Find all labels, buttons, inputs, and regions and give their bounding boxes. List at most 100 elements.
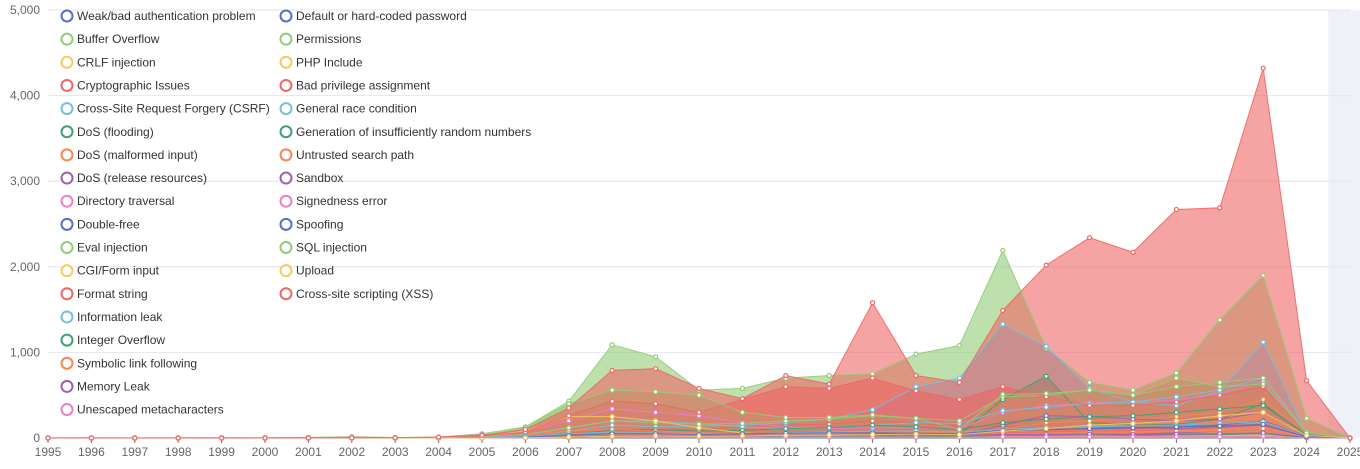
legend-item[interactable]: PHP Include [279,55,363,69]
data-point [566,418,572,424]
data-point [609,418,615,424]
legend-item[interactable]: Permissions [279,32,362,46]
legend-item[interactable]: Signedness error [279,194,388,208]
legend-circle-icon [60,171,74,185]
legend-circle-icon [279,125,293,139]
legend-circle-icon [279,171,293,185]
data-point [1217,423,1223,429]
data-point [1173,418,1180,424]
x-tick-label: 1998 [165,445,192,459]
legend-circle-icon [60,356,74,370]
legend-item[interactable]: Generation of insufficiently random numb… [279,125,532,139]
legend-circle-icon [60,287,74,301]
data-point [566,425,572,431]
data-point [609,387,615,393]
legend-item[interactable]: Memory Leak [60,379,151,393]
data-point [609,367,615,373]
data-point [1173,409,1180,415]
legend-label: Cryptographic Issues [77,78,190,92]
legend-item[interactable]: Weak/bad authentication problem [60,9,256,23]
data-point [1130,425,1136,431]
data-point [175,435,181,441]
x-tick-label: 2022 [1206,445,1233,459]
legend-circle-icon [60,264,74,278]
data-point [739,420,746,427]
legend-label: Double-free [77,217,140,231]
legend[interactable]: Weak/bad authentication problem Buffer Ov… [60,9,532,417]
legend-label: SQL injection [296,241,367,255]
x-tick-label: 2020 [1120,445,1147,459]
data-point [1000,321,1006,327]
legend-item[interactable]: Buffer Overflow [60,32,160,46]
legend-label: Untrusted search path [296,148,414,162]
legend-label: Eval injection [77,241,148,255]
legend-item[interactable]: Bad privilege assignment [279,78,431,92]
legend-item[interactable]: Cross-site scripting (XSS) [279,287,434,301]
legend-item[interactable]: Eval injection [60,241,148,255]
legend-label: Signedness error [296,194,387,208]
legend-item[interactable]: CRLF injection [60,55,156,69]
data-point [1086,387,1093,393]
legend-item[interactable]: General race condition [279,102,417,116]
x-tick-label: 2016 [946,445,973,459]
data-point [45,435,51,441]
legend-circle-icon [60,194,74,208]
legend-circle-icon [279,55,293,69]
legend-circle-icon [60,379,74,393]
legend-item[interactable]: Unescaped metacharacters [60,403,224,417]
legend-item[interactable]: Symbolic link following [60,356,198,370]
data-point [349,435,355,441]
data-point [696,433,702,439]
legend-item[interactable]: SQL injection [279,241,367,255]
data-point [1173,384,1180,390]
legend-label: Permissions [296,32,361,46]
legend-item[interactable]: DoS (release resources) [60,171,208,185]
data-point [652,389,659,395]
data-point [1173,399,1180,405]
legend-item[interactable]: Directory traversal [60,194,175,208]
legend-item[interactable]: Format string [60,287,148,301]
legend-item[interactable]: Cryptographic Issues [60,78,190,92]
data-point [1217,413,1223,419]
data-point [1173,434,1180,440]
data-point [522,426,529,433]
data-point [1173,375,1180,381]
data-point [1217,434,1223,440]
x-tick-label: 2006 [512,445,539,459]
legend-circle-icon [279,287,293,301]
data-point [1130,387,1136,393]
data-point [869,418,876,424]
x-tick-label: 2013 [816,445,843,459]
legend-label: Directory traversal [77,194,174,208]
legend-item[interactable]: Cross-Site Request Forgery (CSRF) [60,102,270,116]
legend-item[interactable]: Upload [279,264,335,278]
data-point [1260,65,1266,71]
data-point [1000,384,1006,390]
y-tick-label: 1,000 [10,345,40,359]
legend-item[interactable]: CGI/Form input [60,264,160,278]
legend-item[interactable]: DoS (flooding) [60,125,154,139]
data-point [913,431,919,437]
legend-label: Default or hard-coded password [296,9,467,23]
data-point [609,414,615,420]
y-tick-label: 3,000 [10,174,40,188]
data-point [1000,307,1006,314]
series-area [48,68,1350,438]
x-tick-label: 2001 [295,445,322,459]
data-point [783,384,789,390]
data-point [392,435,398,441]
legend-item[interactable]: Integer Overflow [60,333,166,347]
legend-item[interactable]: Information leak [60,310,164,324]
data-point [1217,205,1223,211]
data-point [696,425,702,431]
legend-item[interactable]: Sandbox [279,171,344,185]
legend-item[interactable]: Default or hard-coded password [279,9,467,23]
legend-item[interactable]: DoS (malformed input) [60,148,198,162]
legend-circle-icon [60,55,74,69]
legend-item[interactable]: Spoofing [279,217,344,231]
legend-item[interactable]: Double-free [60,217,141,231]
data-point [783,414,789,421]
legend-item[interactable]: Untrusted search path [279,148,415,162]
legend-label: Generation of insufficiently random numb… [296,125,531,139]
